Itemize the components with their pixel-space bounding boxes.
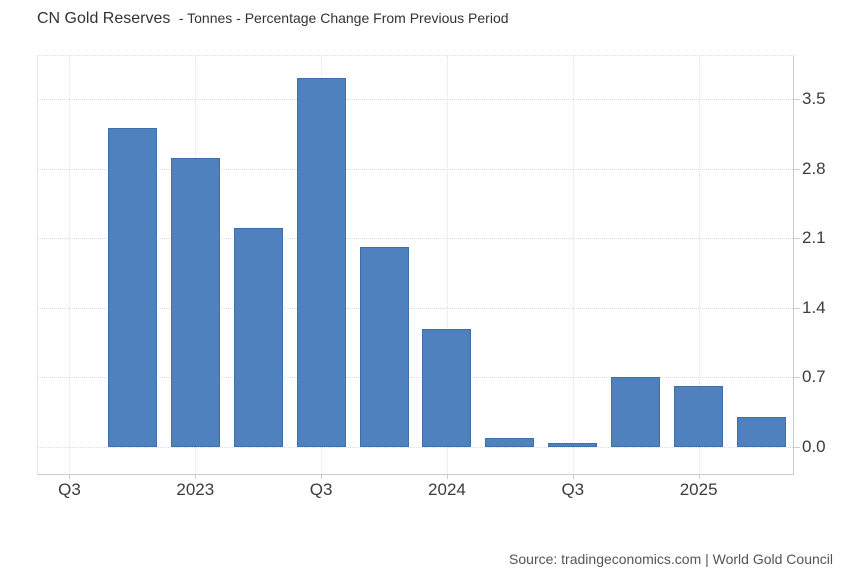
- y-axis-tick: [793, 377, 800, 379]
- y-gridline: [38, 168, 793, 170]
- x-gridline: [698, 56, 700, 474]
- y-axis-label: 0.0: [802, 437, 826, 456]
- y-axis-tick: [793, 99, 800, 101]
- y-gridline: [38, 307, 793, 309]
- x-axis-label: Q3: [58, 480, 81, 499]
- x-axis-tick: [321, 474, 323, 479]
- bar-2024-Q2[interactable]: [485, 438, 535, 447]
- y-axis-label: 1.4: [802, 297, 826, 317]
- bar-2025-Q2[interactable]: [737, 417, 787, 447]
- y-axis-label: 2.8: [802, 158, 826, 178]
- bar-2025-Q1[interactable]: [674, 386, 724, 447]
- bar-2023-Q3[interactable]: [296, 77, 346, 447]
- bar-2024-Q4[interactable]: [611, 376, 661, 447]
- x-axis-label: 2023: [176, 480, 215, 499]
- y-axis-tick: [793, 307, 800, 309]
- x-axis-tick: [69, 474, 71, 479]
- x-gridline: [446, 56, 448, 474]
- bar-2024-Q3[interactable]: [548, 443, 598, 447]
- x-axis-label: 2024: [428, 480, 466, 499]
- x-axis-tick: [195, 474, 197, 479]
- y-gridline: [38, 447, 793, 448]
- bar-2023-Q4[interactable]: [359, 247, 409, 447]
- y-axis-label: 2.1: [802, 228, 826, 248]
- bar-2023-Q1[interactable]: [170, 158, 220, 447]
- x-axis-tick: [572, 474, 574, 479]
- x-axis-label: Q3: [309, 480, 333, 499]
- y-gridline: [38, 377, 793, 379]
- chart-title: CN Gold Reserves: [37, 10, 171, 27]
- bar-2023-Q2[interactable]: [233, 227, 283, 447]
- chart-subtitle: - Tonnes - Percentage Change From Previo…: [178, 10, 509, 26]
- y-gridline: [38, 99, 793, 101]
- x-gridline: [69, 56, 71, 474]
- plot-area: 0.0 0.7 1.4 2.1 2.8 3.5 Q3 2023 Q3 2024 Q3 2025: [37, 55, 826, 499]
- bar-2024-Q1[interactable]: [422, 328, 472, 447]
- x-gridline: [572, 56, 574, 474]
- bar-2022-Q4[interactable]: [107, 128, 157, 447]
- x-axis-label: 2025: [679, 480, 718, 499]
- source-credit: Source: tradingeconomics.com | World Gol…: [509, 551, 833, 567]
- x-axis-label: Q3: [561, 480, 585, 499]
- x-axis-tick: [698, 474, 700, 479]
- y-axis-label: 0.7: [802, 367, 826, 387]
- chart-header: CN Gold Reserves - Tonnes - Percentage C…: [37, 10, 509, 28]
- y-axis-tick: [793, 447, 800, 448]
- y-axis-label: 3.5: [802, 89, 826, 109]
- y-axis-tick: [793, 168, 800, 170]
- y-axis-tick: [793, 238, 800, 240]
- y-gridline: [38, 238, 793, 240]
- x-axis-tick: [446, 474, 448, 479]
